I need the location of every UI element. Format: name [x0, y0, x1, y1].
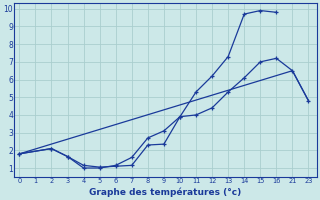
X-axis label: Graphe des températures (°c): Graphe des températures (°c) [89, 187, 242, 197]
